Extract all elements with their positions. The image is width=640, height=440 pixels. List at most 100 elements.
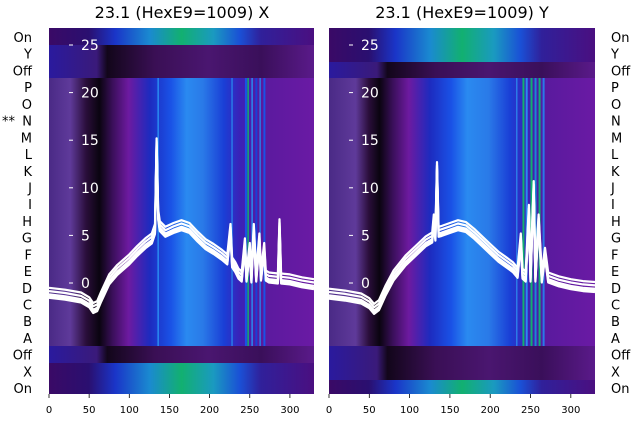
row-label: N [22,115,32,130]
x-tick-label: 0 [46,405,52,416]
row-label: O [22,98,32,113]
x-tick-label: 50 [83,405,96,416]
row-label: L [611,148,619,163]
overlay-y-tick-label: 25 [81,38,99,54]
heatmap-stripe [247,78,249,346]
left-band-on-top [49,28,314,45]
right-heatmap-panel: 23.1 (HexE9=1009) Y 0 50 100 150 200 250 300 0… [326,3,631,416]
row-label: X [23,365,32,380]
x-tick-label: 300 [280,405,299,416]
row-label: K [23,165,32,180]
row-label: X [611,365,620,380]
row-label: E [611,265,619,280]
heatmap-stripe [263,78,266,346]
row-label: Off [611,349,631,364]
heatmap-stripe [251,78,253,346]
row-label: C [611,299,620,314]
row-label: B [611,315,620,330]
heatmap-stripe [538,78,541,346]
row-label: L [25,148,33,163]
row-label: D [611,282,621,297]
left-x-axis: 0 50 100 150 200 250 300 [46,394,299,416]
row-label: Off [13,349,33,364]
overlay-y-tick-label: 5 [81,228,90,244]
right-band-on-top [329,28,595,62]
left-band-y [49,45,314,62]
heatmap-stripe [231,78,233,346]
row-label: G [22,232,32,247]
row-label: E [24,265,32,280]
overlay-y-tick-label: 0 [361,276,370,292]
row-label: On [14,382,32,397]
overlay-y-tick-label: 20 [81,86,99,102]
row-label: C [23,299,32,314]
row-label: A [23,332,32,347]
overlay-y-tick-label: 0 [81,276,90,292]
overlay-y-tick-label: 5 [361,228,370,244]
x-tick-label: 150 [440,405,459,416]
row-label: Y [23,48,32,63]
row-marker: ** [2,115,16,130]
row-label: F [25,248,32,263]
heatmap-stripe [525,78,528,346]
row-label: P [24,81,32,96]
x-tick-label: 250 [521,405,540,416]
heatmap-stripe [522,78,525,346]
left-white-traces [48,137,315,315]
heatmap-stripe [244,78,247,346]
row-label: Y [610,48,619,63]
trace-line [48,137,315,305]
right-x-axis: 0 50 100 150 200 250 300 [326,394,580,416]
heatmap-stripe [259,78,261,346]
trace-line [48,145,315,313]
trace-line [328,169,596,314]
row-label: J [27,181,32,196]
x-tick-label: 100 [400,405,419,416]
row-label: On [611,382,629,397]
x-tick-label: 150 [160,405,179,416]
row-label: N [611,115,621,130]
overlay-y-tick-label: 10 [361,181,379,197]
right-panel-title: 23.1 (HexE9=1009) Y [375,3,549,22]
row-label: P [611,81,619,96]
overlay-y-tick-label: 20 [361,86,379,102]
right-band-on-bottom [329,380,595,394]
row-label: K [611,165,620,180]
heatmap-stripe [542,78,545,346]
overlay-y-tick-label: 15 [361,133,379,149]
left-band-on-bottom [49,363,314,394]
row-label: On [611,31,629,46]
x-tick-label: 50 [363,405,376,416]
row-label: M [611,131,622,146]
right-band-off-bottom [329,346,595,380]
right-band-off-top [329,62,595,78]
x-tick-label: 300 [561,405,580,416]
left-band-off-bottom [49,346,314,363]
row-label: A [611,332,620,347]
row-label: On [14,31,32,46]
overlay-y-tick-label: 25 [361,38,379,54]
row-label: D [22,282,32,297]
row-label: O [611,98,621,113]
left-overlay-y-axis: 0 5 10 15 20 25 [69,38,99,292]
row-label: Off [611,64,631,79]
x-tick-label: 100 [120,405,139,416]
x-tick-label: 200 [481,405,500,416]
left-heatmap-panel: 23.1 (HexE9=1009) X 0 50 100 150 200 250 300 0… [2,3,315,416]
row-label: H [611,215,621,230]
row-label: G [611,232,621,247]
row-label: M [21,131,32,146]
right-overlay-y-axis: 0 5 10 15 20 25 [349,38,379,292]
row-label: I [28,198,32,213]
row-label: J [610,181,615,196]
x-tick-label: 0 [326,405,332,416]
left-panel-title: 23.1 (HexE9=1009) X [95,3,270,22]
heatmap-stripe [255,78,258,346]
row-label: I [611,198,615,213]
right-white-traces [328,161,596,315]
overlay-y-tick-label: 15 [81,133,99,149]
x-tick-label: 250 [240,405,259,416]
